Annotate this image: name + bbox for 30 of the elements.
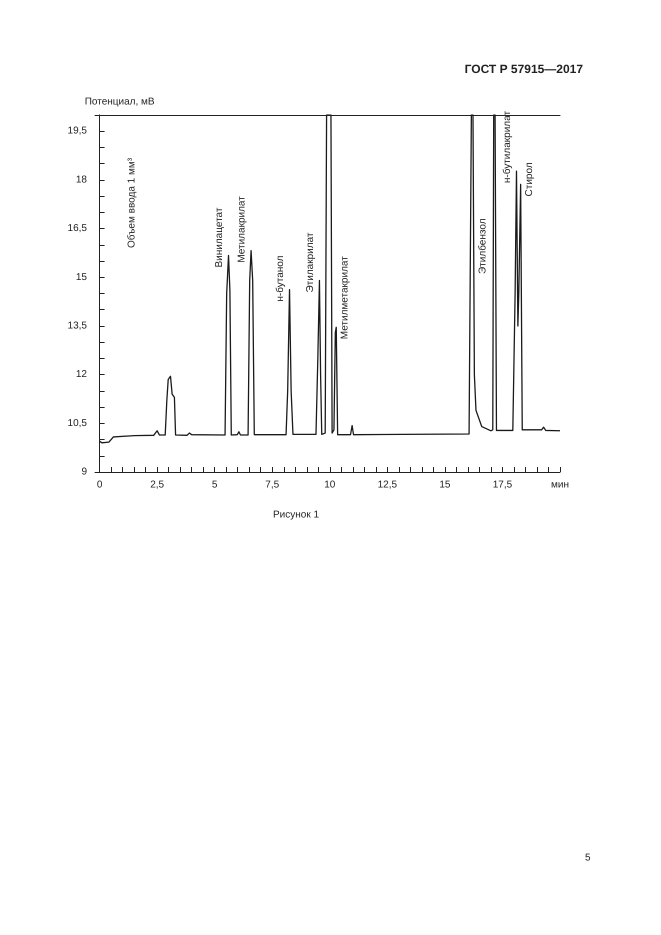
y-axis-title: Потенциал, мВ xyxy=(84,96,155,108)
x-tick-label: 12,5 xyxy=(378,480,398,490)
x-tick-label: 15 xyxy=(439,480,451,490)
annotation: Метилакрилат xyxy=(236,196,248,263)
annotation: Винилацетат xyxy=(214,207,226,268)
annotation: Объем ввода 1 мм³ xyxy=(126,157,138,248)
annotation: н-бутилакрилат xyxy=(502,110,513,184)
chart-title: ГОСТ Р 57915—2017 xyxy=(464,62,584,76)
annotation: н-бутанол xyxy=(275,255,286,302)
annotation: Этилакрилат xyxy=(304,232,316,293)
x-tick-label: мин xyxy=(551,480,569,490)
y-tick-label: 18 xyxy=(76,174,88,186)
x-tick-label: 7,5 xyxy=(265,480,280,490)
y-tick-label: 16,5 xyxy=(68,223,88,234)
x-tick-label: 2,5 xyxy=(150,480,165,490)
y-tick-label: 12 xyxy=(76,369,88,380)
y-tick-label: 10,5 xyxy=(68,418,88,429)
text: 5 xyxy=(585,852,591,864)
annotation: Стирол xyxy=(524,162,536,196)
x-tick-label: 17,5 xyxy=(492,480,513,490)
annotation: Метилметакрилат xyxy=(340,256,351,340)
annotation: Этилбензол xyxy=(478,218,488,274)
y-tick-label: 19,5 xyxy=(68,126,88,137)
y-tick-label: 9 xyxy=(81,466,88,478)
x-tick-label: 0 xyxy=(96,480,103,490)
x-tick-label: 5 xyxy=(212,480,218,490)
y-tick-label: 13,5 xyxy=(68,320,88,332)
y-tick-label: 15 xyxy=(76,272,88,283)
x-tick-label: 10 xyxy=(324,480,336,490)
text: Рисунок 1 xyxy=(273,510,320,520)
